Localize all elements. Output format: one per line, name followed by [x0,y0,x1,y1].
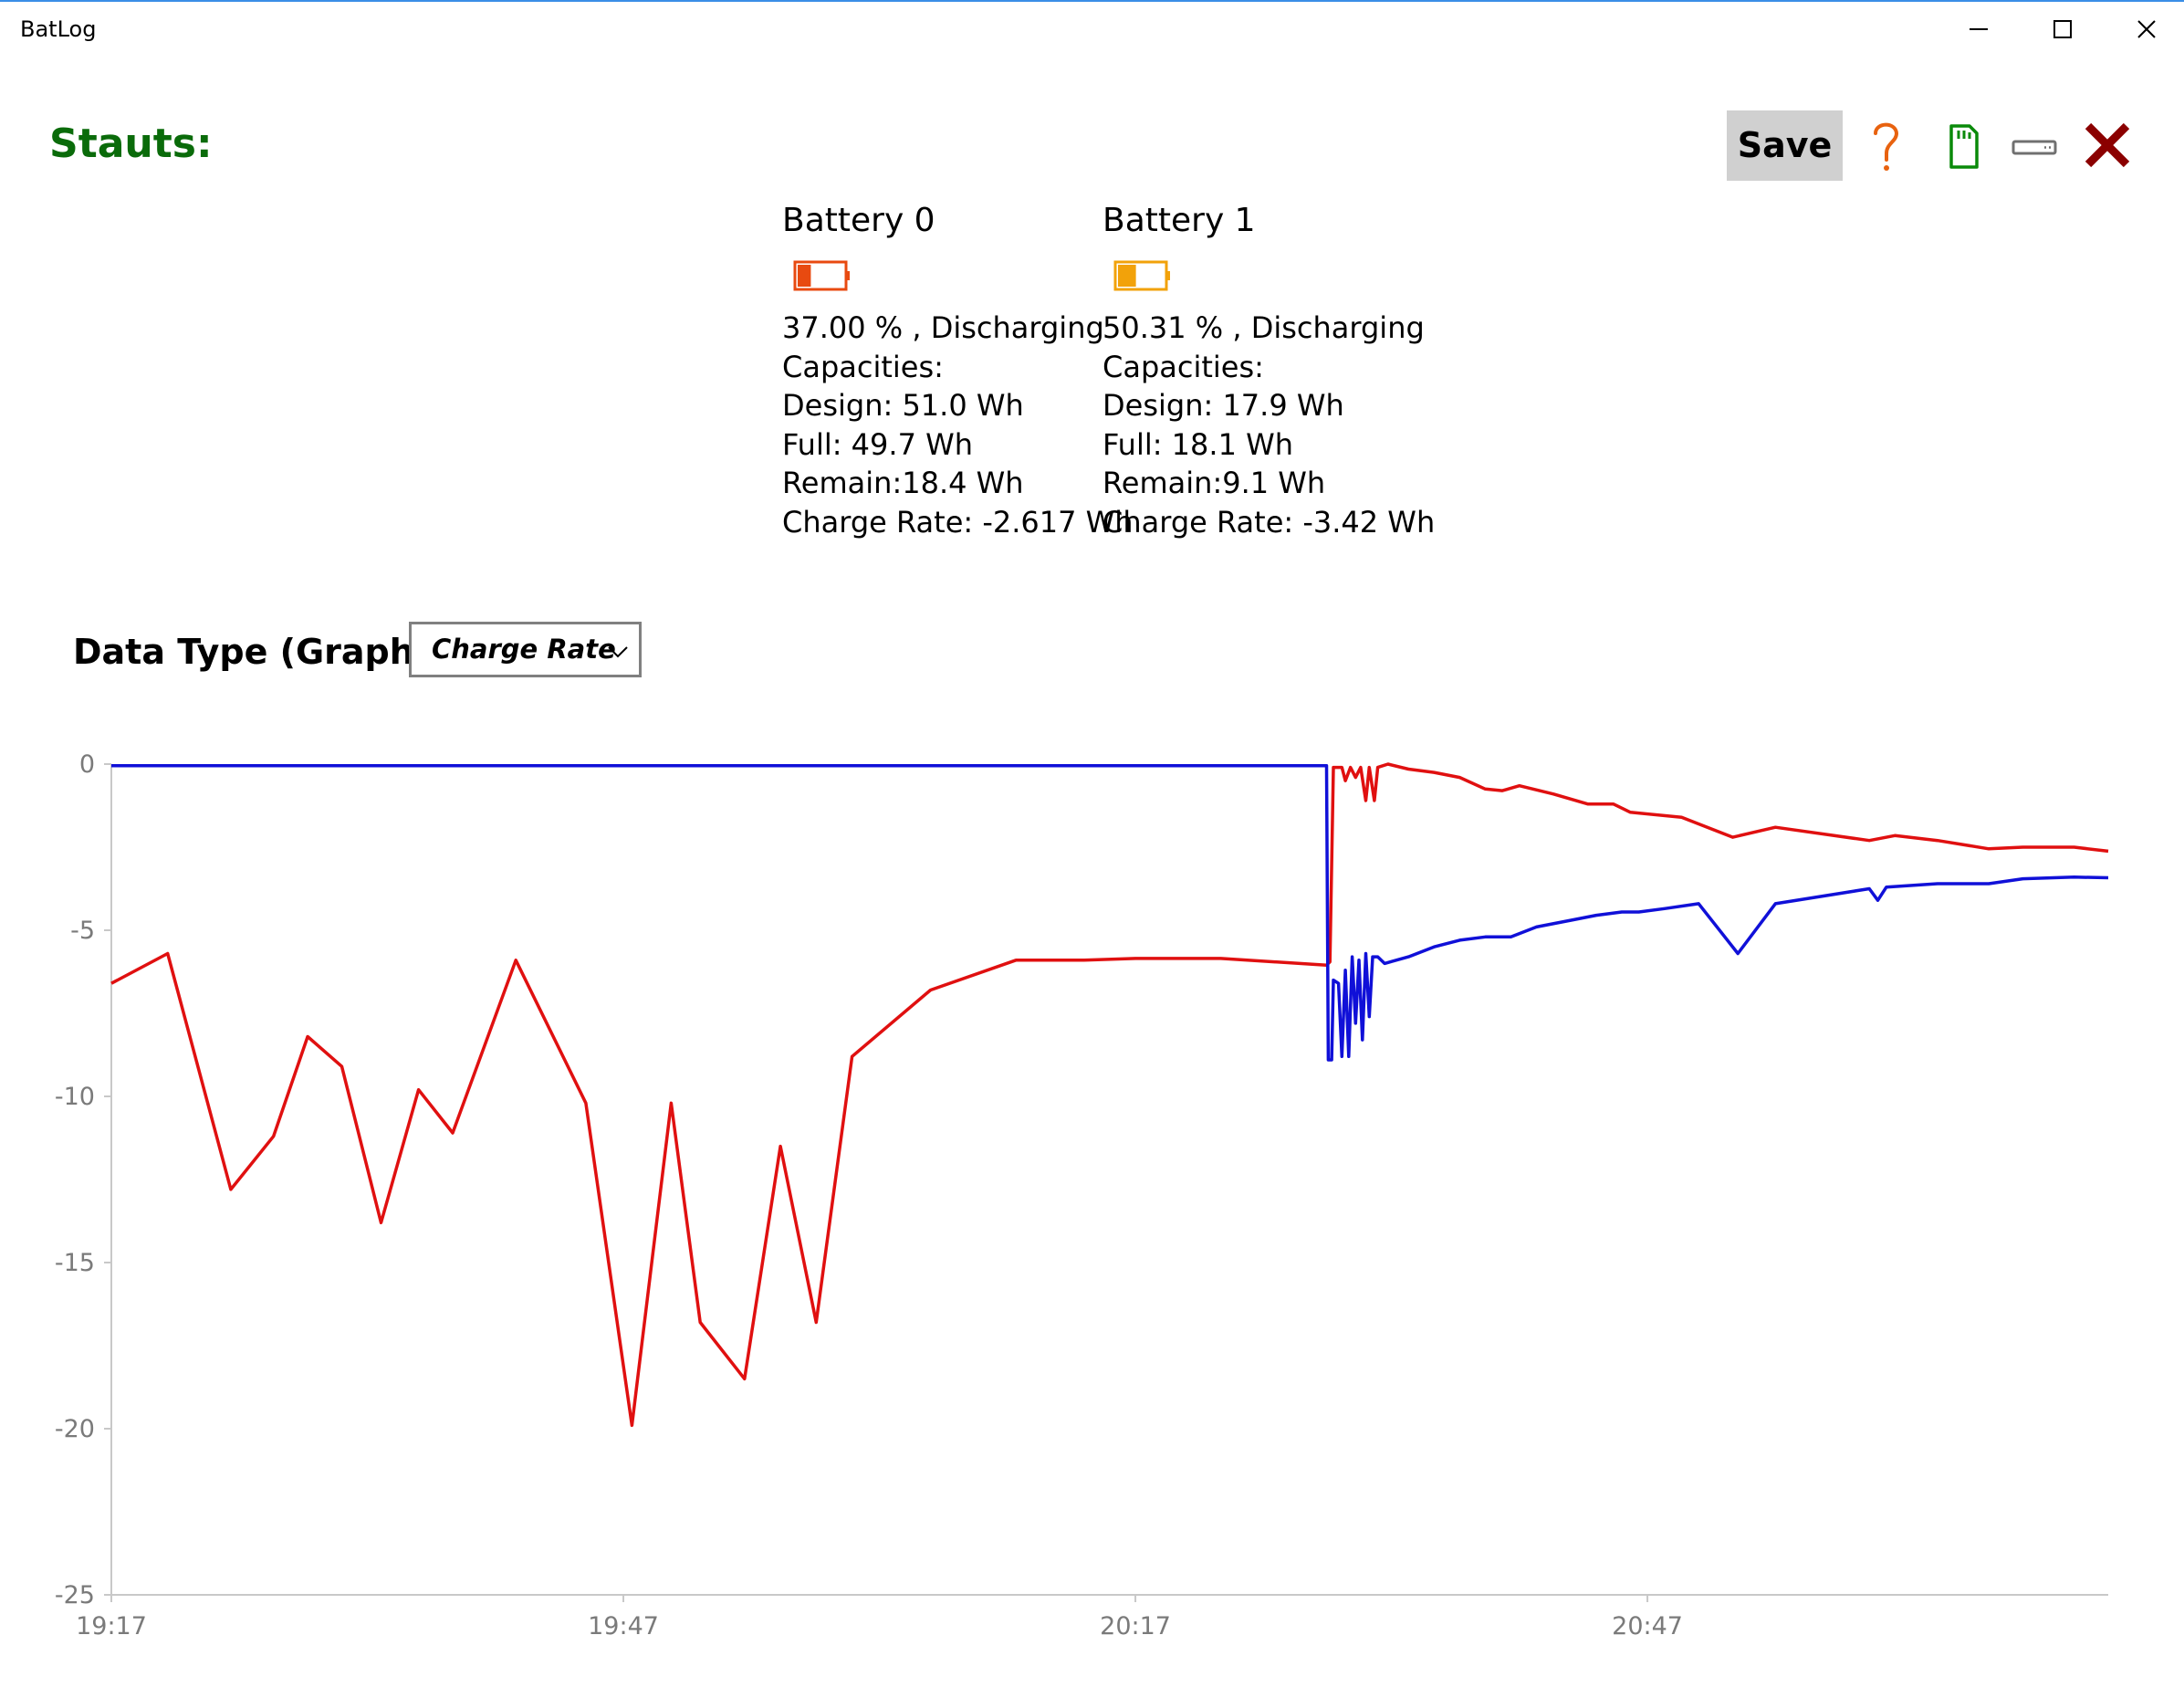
battery-0-title: Battery 0 [782,202,935,239]
sd-card-button[interactable] [1938,113,1986,181]
battery-0-design: Design: 51.0 Wh [782,388,1024,423]
y-tick-label: -5 [70,917,95,945]
minimize-icon [1970,28,1988,30]
series-line-0 [110,762,2109,1428]
battery-level-icon [1113,260,1170,291]
battery-1-capacities-label: Capacities: [1102,349,1264,384]
help-button[interactable] [1862,113,1909,181]
battery-1-charge-rate: Charge Rate: -3.42 Wh [1102,504,1436,540]
battery-terminal [1166,271,1170,280]
drive-icon [2012,140,2057,155]
battery-0-icon [782,246,1092,301]
exit-app-button[interactable] [2081,113,2136,181]
save-button[interactable]: Save [1727,110,1843,181]
window-accent-line [0,0,2184,2]
data-type-label: Data Type (Graph) [73,632,431,672]
y-tick-label: -25 [55,1581,95,1609]
battery-0-panel: Battery 0 37.00 % , Discharging Capaciti… [782,199,1134,541]
minimize-button[interactable] [1937,2,2021,60]
battery-0-remain: Remain:18.4 Wh [782,466,1024,500]
battery-fill [1118,265,1136,287]
charge-rate-chart: 0 -5 -10 -15 -20 -25 19:17 19:47 20:17 20:47 [55,750,2109,1640]
y-tick-label: 0 [79,750,95,779]
battery-1-status: 50.31 % , Discharging [1102,310,1425,345]
battery-fill [798,265,811,287]
x-tick-label: 19:17 [76,1612,147,1640]
sd-card-icon [1949,124,1979,169]
battery-0-charge-rate: Charge Rate: -2.617 Wh [782,504,1134,540]
y-tick-label: -20 [55,1415,95,1443]
battery-1-title: Battery 1 [1102,202,1256,239]
window-title: BatLog [20,16,97,42]
x-tick-label: 20:47 [1612,1612,1683,1640]
data-type-dropdown[interactable]: Charge Rate [409,622,642,677]
chevron-down-icon [608,646,628,658]
status-label: Stauts: [49,121,213,167]
battery-1-full: Full: 18.1 Wh [1102,426,1294,462]
exit-icon [2085,122,2130,168]
battery-1-design: Design: 17.9 Wh [1102,388,1344,423]
y-tick-label: -10 [55,1083,95,1111]
battery-1-remain: Remain:9.1 Wh [1102,466,1326,500]
help-icon [1874,122,1899,171]
close-icon [2137,20,2156,38]
x-tick-label: 20:17 [1100,1612,1171,1640]
battery-0-full: Full: 49.7 Wh [782,426,974,462]
battery-0-capacities-label: Capacities: [782,349,944,384]
maximize-icon [2053,20,2072,38]
drive-button[interactable] [2010,113,2061,181]
maximize-button[interactable] [2021,2,2105,60]
y-tick-label: -15 [55,1249,95,1277]
battery-1-panel: Battery 1 50.31 % , Discharging Capaciti… [1102,199,1436,541]
close-window-button[interactable] [2105,2,2184,60]
battery-1-icon [1102,246,1413,301]
series-line-1 [111,764,2109,1062]
data-type-selected: Charge Rate [432,634,616,665]
battery-level-icon [793,260,850,291]
battery-0-status: 37.00 % , Discharging [782,310,1104,345]
battery-terminal [846,271,850,280]
x-tick-label: 19:47 [588,1612,659,1640]
title-bar: BatLog [0,2,2184,60]
